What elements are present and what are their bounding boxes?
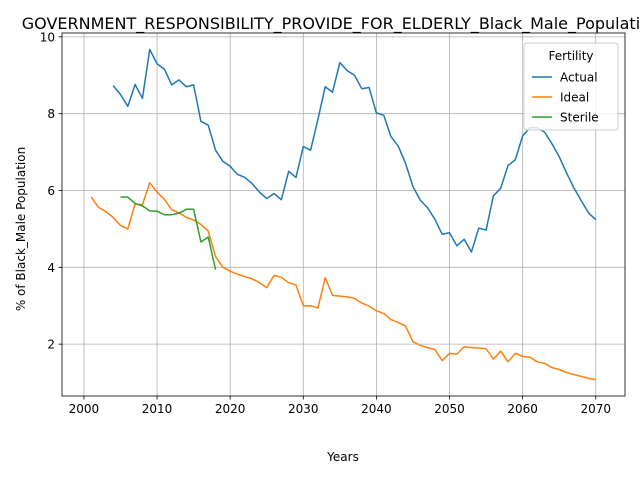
series-line-sterile (120, 196, 217, 270)
legend-label-ideal: Ideal (560, 91, 589, 105)
y-tick-label: 2 (47, 338, 55, 352)
x-tick-label: 2060 (507, 402, 538, 416)
y-tick-label: 10 (40, 30, 55, 44)
y-axis-label: % of Black_Male Population (14, 147, 28, 311)
x-tick-label: 2010 (142, 402, 173, 416)
legend-label-actual: Actual (560, 71, 598, 85)
y-tick-label: 8 (47, 107, 55, 121)
x-axis-label: Years (326, 450, 359, 464)
x-tick-label: 2000 (69, 402, 100, 416)
legend-title: Fertility (548, 49, 593, 63)
legend: Fertility Actual Ideal Sterile (523, 42, 619, 131)
series-line-actual (112, 48, 597, 253)
y-tick-label: 6 (47, 184, 55, 198)
chart-title: GOVERNMENT_RESPONSIBILITY_PROVIDE_FOR_EL… (22, 14, 640, 34)
legend-label-sterile: Sterile (560, 111, 599, 125)
x-tick-label: 2020 (215, 402, 246, 416)
plot-area: 2000 2010 2020 2030 2040 2050 2060 2070 2 4 6 8 10 (40, 30, 626, 416)
series-line-ideal (90, 182, 596, 381)
legend-box (523, 42, 619, 131)
y-tick-label: 4 (47, 261, 55, 275)
x-tick-label: 2070 (580, 402, 611, 416)
axes-frame (61, 32, 626, 397)
x-tick-label: 2050 (434, 402, 465, 416)
x-tick-label: 2040 (361, 402, 392, 416)
x-tick-label: 2030 (288, 402, 319, 416)
